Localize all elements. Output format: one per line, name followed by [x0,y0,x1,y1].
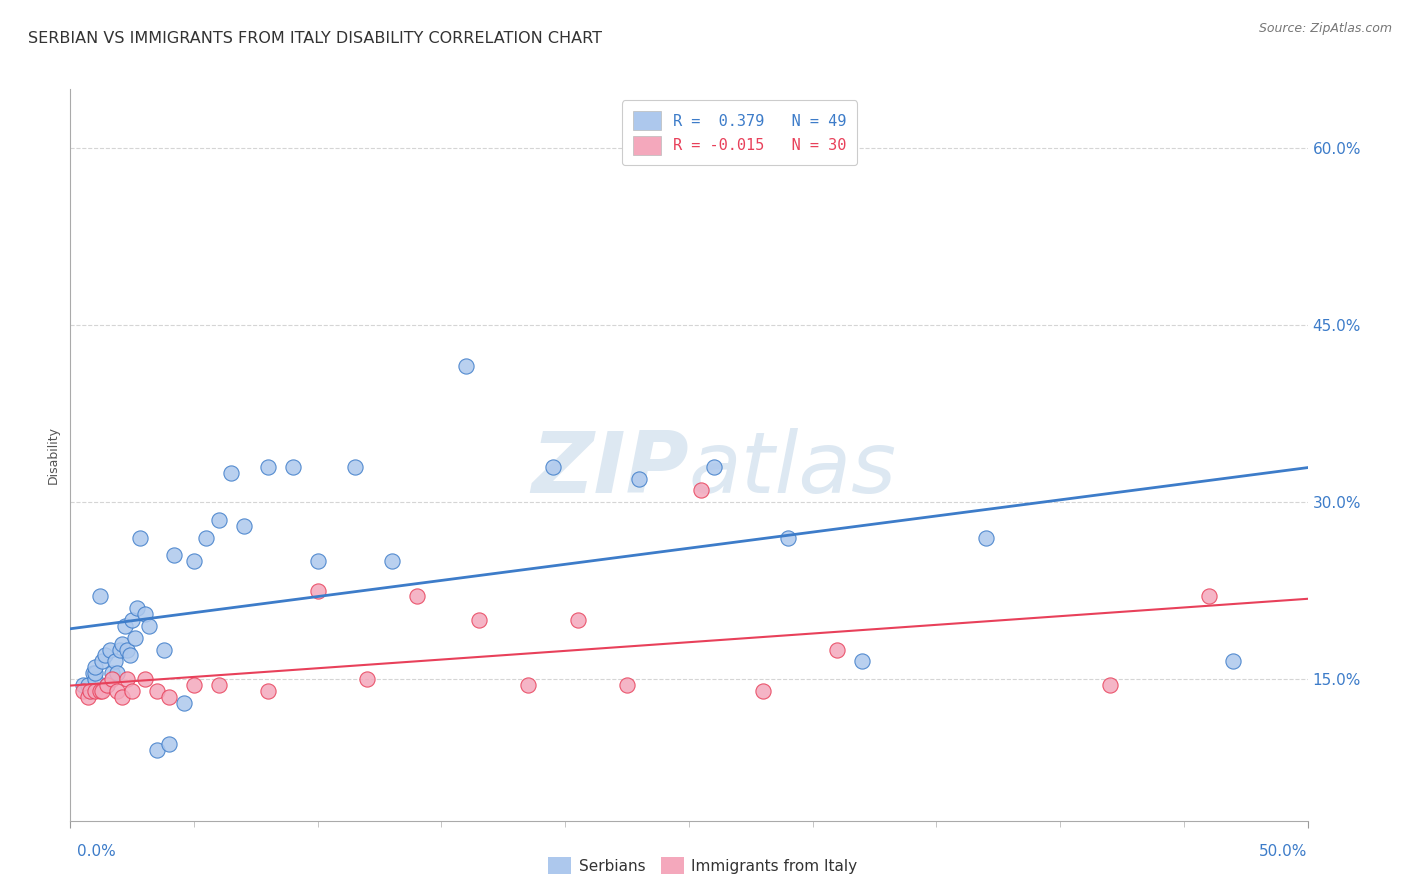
Point [1222,654,1244,668]
Point [157,690,180,704]
Point [616,678,638,692]
Point [776,531,799,545]
Point [82,666,104,681]
Point [72,684,94,698]
Point [127,601,149,615]
Point [851,654,873,668]
Point [84,666,107,681]
Point [173,696,195,710]
Point [115,642,138,657]
Point [456,359,478,374]
Point [104,654,127,668]
Point [163,548,186,562]
Point [628,471,651,485]
Point [72,678,94,692]
Point [146,743,169,757]
Point [115,672,138,686]
Text: SERBIAN VS IMMIGRANTS FROM ITALY DISABILITY CORRELATION CHART: SERBIAN VS IMMIGRANTS FROM ITALY DISABIL… [28,31,602,46]
Point [381,554,404,568]
Point [153,642,176,657]
Point [96,678,118,692]
Point [96,678,118,692]
Point [111,690,134,704]
Point [356,672,378,686]
Point [121,613,143,627]
Legend: R =  0.379   N = 49, R = -0.015   N = 30: R = 0.379 N = 49, R = -0.015 N = 30 [623,101,856,165]
Point [89,684,111,698]
Point [974,531,997,545]
Point [690,483,713,498]
Point [94,648,117,663]
Point [124,631,146,645]
Point [76,690,98,704]
Point [89,590,111,604]
Point [98,642,121,657]
Point [195,531,218,545]
Point [157,737,180,751]
Point [827,642,849,657]
Point [79,684,101,698]
Point [703,459,725,474]
Point [541,459,564,474]
Point [183,678,205,692]
Point [118,648,141,663]
Point [138,619,160,633]
Point [467,613,489,627]
Point [108,642,131,657]
Point [146,684,169,698]
Point [84,684,107,698]
Point [1098,678,1121,692]
Point [281,459,304,474]
Point [101,666,124,681]
Point [307,554,329,568]
Point [91,654,114,668]
Point [84,672,107,686]
Point [183,554,205,568]
Point [1198,590,1220,604]
Point [101,672,124,686]
Point [208,513,231,527]
Point [752,684,775,698]
Point [111,637,134,651]
Point [567,613,589,627]
Point [257,684,280,698]
Point [105,666,128,681]
Text: 50.0%: 50.0% [1260,845,1308,859]
Point [134,672,156,686]
Point [219,466,242,480]
Point [121,684,143,698]
Point [91,684,114,698]
Legend: Serbians, Immigrants from Italy: Serbians, Immigrants from Italy [543,851,863,880]
Text: ZIP: ZIP [531,428,689,511]
Text: 0.0%: 0.0% [77,845,117,859]
Point [232,518,254,533]
Point [405,590,427,604]
Text: atlas: atlas [689,428,897,511]
Point [84,660,107,674]
Point [79,684,101,698]
Y-axis label: Disability: Disability [46,425,60,484]
Point [343,459,366,474]
Point [208,678,231,692]
Point [128,531,150,545]
Text: Source: ZipAtlas.com: Source: ZipAtlas.com [1258,22,1392,36]
Point [307,583,329,598]
Point [76,678,98,692]
Point [105,684,128,698]
Point [114,619,136,633]
Point [257,459,280,474]
Point [134,607,156,622]
Point [517,678,540,692]
